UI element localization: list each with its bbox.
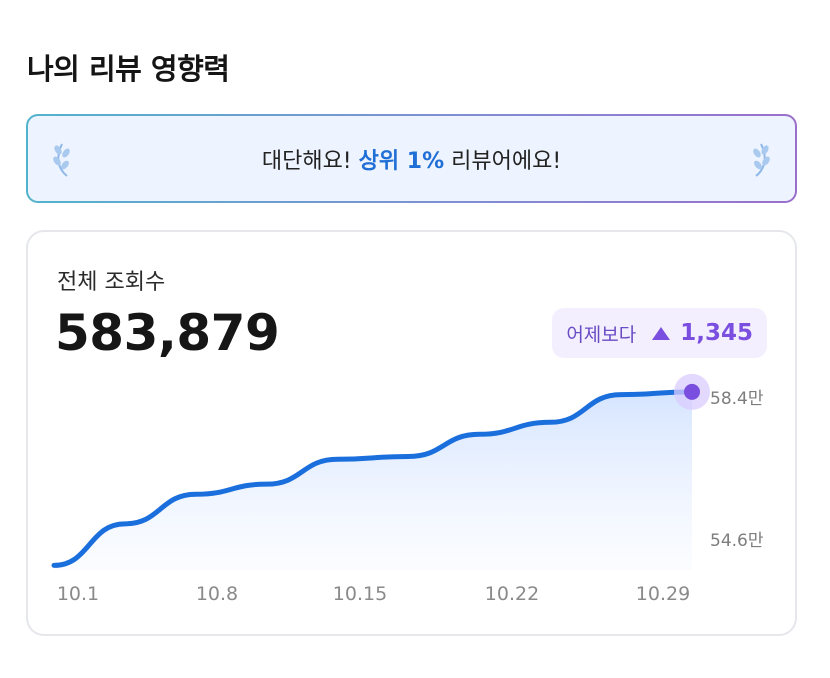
views-card: 전체 조회수 583,879 어제보다 1,345 58.4만 54.6만 10.…	[26, 230, 797, 636]
page-title: 나의 리뷰 영향력	[27, 52, 230, 86]
chart-x-tick-label: 10.8	[196, 583, 238, 605]
views-chart: 58.4만 54.6만 10.1 10.8 10.15 10.22 10.29	[51, 373, 764, 605]
banner-text: 대단해요! 상위 1% 리뷰어에요!	[262, 143, 561, 175]
chart-x-tick-label: 10.15	[333, 583, 387, 605]
chart-area-fill	[54, 391, 692, 570]
banner-suffix: 리뷰어에요!	[444, 148, 562, 174]
views-label: 전체 조회수	[57, 270, 166, 295]
triangle-up-icon	[652, 326, 671, 340]
delta-label: 어제보다	[566, 323, 637, 346]
laurel-icon	[753, 143, 770, 177]
rank-banner-body: 대단해요! 상위 1% 리뷰어에요!	[28, 116, 795, 201]
views-total: 583,879	[55, 304, 280, 362]
banner-highlight: 상위 1%	[358, 148, 445, 174]
chart-y-tick-label: 58.4만	[710, 389, 764, 409]
chart-x-tick-label: 10.1	[57, 583, 99, 605]
delta-value: 1,345	[680, 320, 753, 346]
chart-x-tick-label: 10.29	[636, 583, 690, 605]
chart-series-line	[51, 389, 695, 568]
chart-x-tick-label: 10.22	[485, 583, 539, 605]
banner-prefix: 대단해요!	[261, 148, 359, 174]
chart-y-tick-label: 54.6만	[710, 531, 764, 551]
chart-latest-point	[684, 383, 700, 400]
delta-badge: 어제보다 1,345	[552, 308, 767, 358]
laurel-icon	[53, 143, 70, 177]
rank-banner: 대단해요! 상위 1% 리뷰어에요!	[26, 114, 797, 203]
